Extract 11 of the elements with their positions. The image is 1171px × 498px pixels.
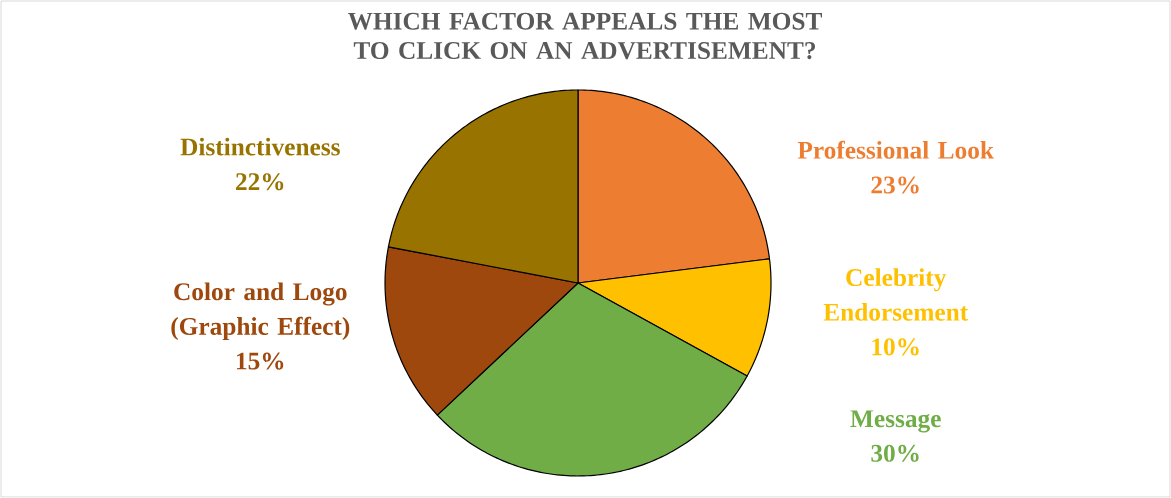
slice-label: Distinctiveness	[180, 137, 340, 156]
chart-title: WHICH FACTOR APPEALS THE MOST TO CLICK ON AN ADVERTISEMENT?	[347, 12, 822, 60]
data-label: 15%	[236, 352, 284, 370]
data-label: 30%	[871, 444, 919, 462]
data-label: 22%	[236, 173, 284, 191]
slice-label: Color and Logo (Graphic Effect)	[171, 282, 350, 341]
slice-label: Celebrity Endorsement	[823, 268, 969, 321]
slice-label: Professional Look	[797, 140, 994, 159]
data-label: 10%	[872, 338, 919, 356]
data-label: 23%	[871, 176, 919, 194]
slice-label: Message	[850, 410, 941, 433]
